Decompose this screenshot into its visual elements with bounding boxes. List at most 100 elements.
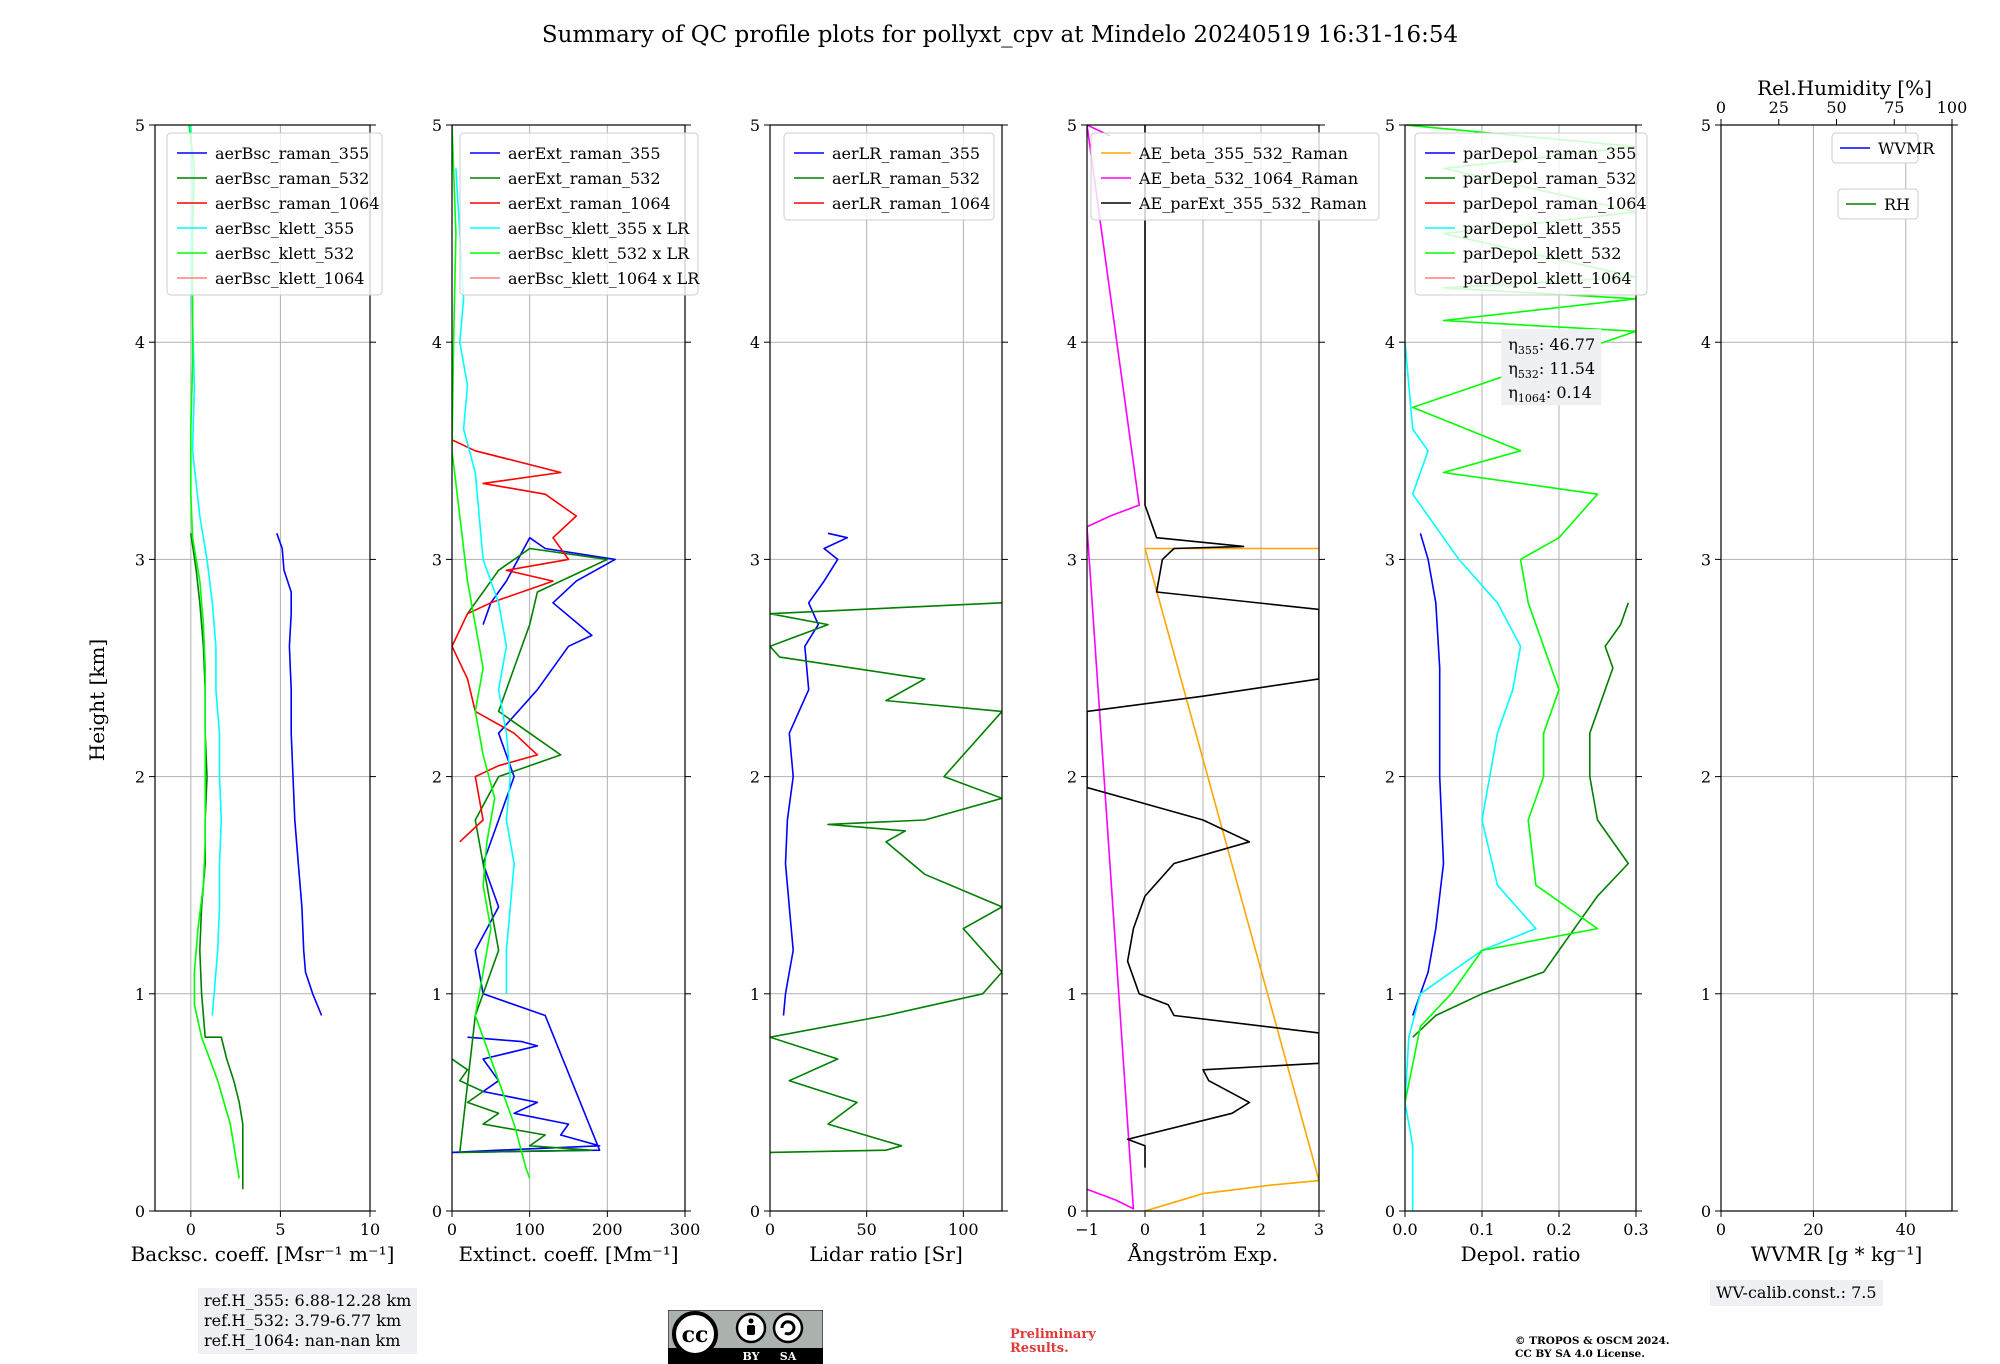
ref-h-532: ref.H_532: 3.79-6.77 km [204, 1311, 402, 1330]
y-tick-label: 2 [1385, 768, 1395, 787]
series-line-AE_beta_532_1064_Raman [1087, 125, 1140, 1210]
y-tick-label: 4 [1067, 333, 1077, 352]
legend-label-aerExt_raman_532: aerExt_raman_532 [508, 169, 661, 188]
series-line-aerExt_raman_1064 [452, 439, 578, 843]
x-tick-label: 0 [1716, 1220, 1726, 1239]
legend-label: WVMR [1878, 139, 1935, 158]
annotation-box [1501, 329, 1602, 406]
x-tick-label: 50 [856, 1220, 876, 1239]
top-x-tick-label: 75 [1884, 98, 1904, 117]
copyright-line-1: © TROPOS & OSCM 2024. [1515, 1335, 1670, 1347]
legend-box [1831, 132, 1919, 164]
series-line-parDepol_klett_355 [1405, 342, 1537, 1211]
x-axis-label: Ångström Exp. [1127, 1241, 1278, 1266]
y-tick-label: 4 [750, 333, 760, 352]
series-line-parDepol_raman_532 [1412, 602, 1630, 1038]
y-tick-label: 5 [750, 116, 760, 135]
x-tick-label: 0.0 [1392, 1220, 1417, 1239]
y-tick-label: 0 [135, 1202, 145, 1221]
legend-label-aerExt_raman_355: aerExt_raman_355 [508, 144, 661, 163]
axes-frame [1720, 124, 1953, 1212]
y-tick-label: 1 [750, 985, 760, 1004]
x-tick-label: −1 [1075, 1220, 1099, 1239]
legend-label-aerExt_raman_1064: aerExt_raman_1064 [508, 194, 671, 213]
y-tick-label: 0 [1385, 1202, 1395, 1221]
series-line-aerLR_raman_355 [782, 532, 849, 1016]
legend-label-parDepol_klett_1064: parDepol_klett_1064 [1463, 269, 1632, 288]
axes-frame [451, 124, 686, 1212]
y-tick-label: 3 [1385, 550, 1395, 569]
legend-label-parDepol_klett_532: parDepol_klett_532 [1463, 244, 1621, 263]
legend-label-AE_parExt_355_532_Raman: AE_parExt_355_532_Raman [1138, 194, 1367, 213]
ref-h-355: ref.H_355: 6.88-12.28 km [204, 1291, 412, 1310]
series-line-parDepol_raman_355 [1411, 533, 1445, 1016]
y-tick-label: 4 [1701, 333, 1711, 352]
y-tick-label: 0 [750, 1202, 760, 1221]
series-line-aerExt_raman_355 [452, 536, 616, 1154]
x-tick-label: 0 [447, 1220, 457, 1239]
axes-frame [154, 124, 371, 1212]
grid-wv [1721, 125, 1952, 1211]
y-tick-label: 3 [1701, 550, 1711, 569]
legend-label-parDepol_raman_355: parDepol_raman_355 [1463, 144, 1636, 163]
series-line-aerExt_raman_532 [452, 547, 609, 1154]
grid-bsc [155, 125, 370, 1211]
wv-calib-const: WV-calib.const.: 7.5 [1716, 1283, 1877, 1302]
y-tick-label: 3 [1067, 550, 1077, 569]
top-x-tick-label: 100 [1937, 98, 1968, 117]
y-tick-label: 1 [1067, 985, 1077, 1004]
series-line-AE_beta_355_532_Raman [1144, 547, 1319, 1211]
legend-ext: aerExt_raman_355 aerExt_raman_532 aerExt_r… [459, 132, 700, 296]
wv-calib-box: WV-calib.const.: 7.5 [1710, 1280, 1883, 1306]
y-tick-label: 1 [135, 985, 145, 1004]
reference-height-box: ref.H_355: 6.88-12.28 km ref.H_532: 3.79… [198, 1288, 418, 1354]
series-line-AE_parExt_355_532_Raman [1087, 125, 1319, 1168]
top-axis-label: Rel.Humidity [%] [1757, 76, 1932, 100]
y-tick-label: 5 [432, 116, 442, 135]
y-tick-label: 5 [135, 116, 145, 135]
y-tick-label: 2 [432, 768, 442, 787]
y-tick-label: 4 [432, 333, 442, 352]
legend-lr: aerLR_raman_355 aerLR_raman_532 aerLR_rama… [783, 132, 995, 221]
x-axis-label: Extinct. coeff. [Mm⁻¹] [458, 1242, 678, 1266]
top-x-tick-label: 0 [1716, 98, 1726, 117]
x-axis-label: Depol. ratio [1461, 1242, 1581, 1266]
x-tick-label: 2 [1256, 1220, 1266, 1239]
legend-label-parDepol_raman_1064: parDepol_raman_1064 [1463, 194, 1647, 213]
y-tick-label: 3 [135, 550, 145, 569]
legend-label-aerLR_raman_532: aerLR_raman_532 [832, 169, 980, 188]
x-tick-label: 0 [1140, 1220, 1150, 1239]
legend-label-aerBsc_klett_1064 x LR: aerBsc_klett_1064 x LR [508, 269, 700, 288]
preliminary-line-1: Preliminary [1010, 1327, 1096, 1342]
panel-ext: 0 100 200 300 0 1 2 3 4 5 Extinct. coeff. [Mm⁻¹] ae… [432, 116, 700, 1266]
x-tick-label: 200 [592, 1220, 623, 1239]
sa-icon [772, 1312, 804, 1344]
x-tick-label: 0 [765, 1220, 775, 1239]
x-tick-label: 5 [275, 1220, 285, 1239]
series-group-bsc [188, 125, 323, 1190]
legend-label-aerBsc_klett_355: aerBsc_klett_355 [215, 219, 354, 238]
legend-label-aerBsc_raman_355: aerBsc_raman_355 [215, 144, 369, 163]
legend-box [166, 132, 383, 296]
legend-label-aerBsc_klett_532: aerBsc_klett_532 [215, 244, 354, 263]
legend-box [459, 132, 699, 296]
y-tick-label: 1 [1701, 985, 1711, 1004]
grid-depol [1405, 125, 1636, 1211]
preliminary-results-note: Preliminary Results. [1010, 1328, 1096, 1356]
x-axis-label: WVMR [g * kg⁻¹] [1751, 1242, 1923, 1266]
top-x-tick-label: 25 [1769, 98, 1789, 117]
cc-license-badge: cc BY SA [668, 1310, 823, 1364]
legend-ae: AE_beta_355_532_Raman AE_beta_532_1064_Ra… [1090, 132, 1380, 221]
x-tick-label: 10 [360, 1220, 380, 1239]
x-tick-label: 100 [948, 1220, 979, 1239]
y-tick-label: 0 [432, 1202, 442, 1221]
y-tick-label: 5 [1067, 116, 1077, 135]
y-tick-label: 4 [1385, 333, 1395, 352]
grid-ext [452, 125, 685, 1211]
x-axis-label: Lidar ratio [Sr] [809, 1242, 963, 1266]
x-tick-label: 0 [186, 1220, 196, 1239]
y-tick-label: 2 [750, 768, 760, 787]
series-line-aerBsc_raman_355 [276, 533, 323, 1016]
legend-box [783, 132, 995, 221]
